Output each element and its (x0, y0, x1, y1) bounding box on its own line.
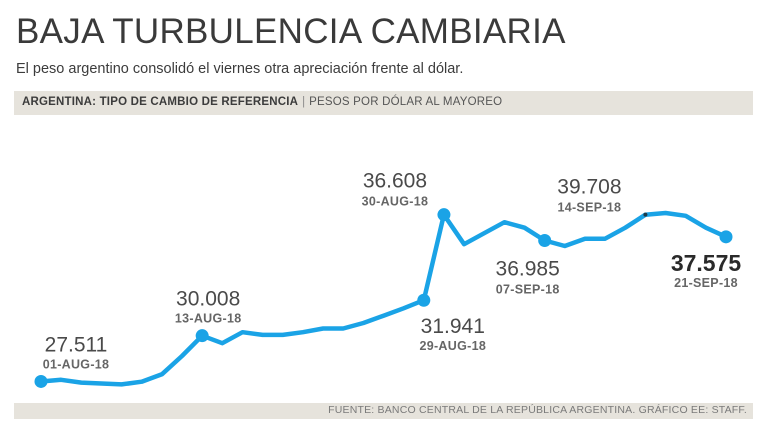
date-label: 30-AUG-18 (362, 195, 429, 209)
value-label: 36.985 (496, 258, 560, 281)
value-label: 31.941 (421, 315, 485, 338)
chart-header-band: ARGENTINA: TIPO DE CAMBIO DE REFERENCIA |… (14, 91, 753, 115)
data-point-marker (34, 374, 48, 388)
chart-header-text: ARGENTINA: TIPO DE CAMBIO DE REFERENCIA |… (22, 96, 502, 108)
value-label: 30.008 (176, 288, 240, 311)
source-footer-band: FUENTE: BANCO CENTRAL DE LA REPÚBLICA AR… (14, 403, 753, 419)
chart-header-label: ARGENTINA: TIPO DE CAMBIO DE REFERENCIA (22, 96, 299, 108)
chart-header-unit: PESOS POR DÓLAR AL MAYOREO (309, 96, 503, 108)
date-label: 21-SEP-18 (674, 276, 738, 290)
date-label: 14-SEP-18 (557, 201, 621, 215)
date-label: 13-AUG-18 (175, 312, 242, 326)
data-point-marker (195, 329, 209, 343)
chart-header-separator: | (302, 96, 306, 108)
date-label: 29-AUG-18 (419, 339, 486, 353)
data-point-marker (417, 293, 431, 307)
chart-title: BAJA TURBULENCIA CAMBIARIA (16, 12, 566, 51)
data-point-tick (643, 212, 648, 217)
date-label: 01-AUG-18 (43, 357, 110, 371)
data-point-marker (719, 230, 733, 244)
data-point-marker (538, 234, 552, 247)
series-line (38, 210, 729, 387)
data-point-marker (437, 208, 451, 222)
value-label: 36.608 (363, 170, 427, 193)
date-label: 07-SEP-18 (496, 283, 560, 297)
value-label: 27.511 (45, 333, 108, 356)
value-label: 39.708 (557, 176, 621, 199)
source-note: FUENTE: BANCO CENTRAL DE LA REPÚBLICA AR… (328, 404, 747, 416)
value-label: 37.575 (671, 250, 742, 276)
chart-subtitle: El peso argentino consolidó el viernes o… (16, 61, 464, 77)
